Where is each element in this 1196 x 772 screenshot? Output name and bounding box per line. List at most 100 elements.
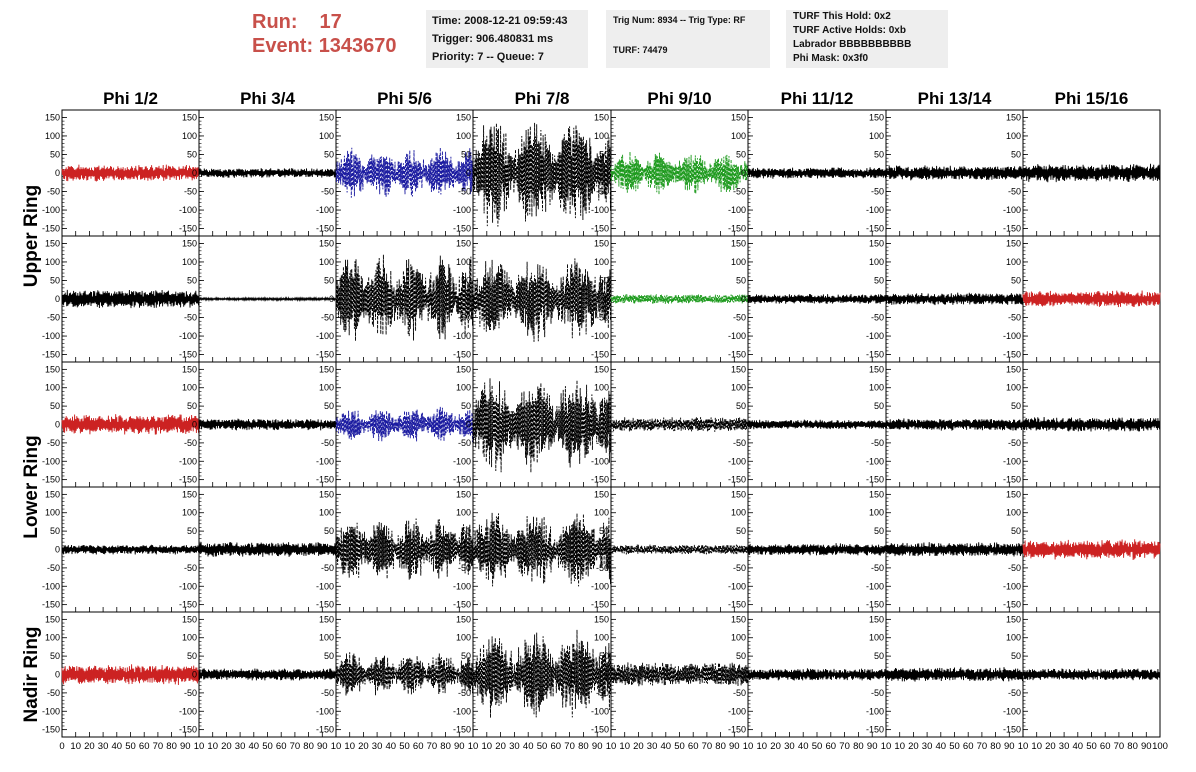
y-tick-label: 150	[45, 112, 60, 122]
column-header: Phi 9/10	[647, 89, 711, 108]
y-tick-label: 50	[874, 401, 884, 411]
x-tick-label: 10	[468, 741, 479, 752]
x-tick-label: 40	[386, 741, 397, 752]
column-header: Phi 7/8	[515, 89, 570, 108]
y-tick-label: 50	[324, 401, 334, 411]
y-tick-label: -150	[866, 725, 884, 735]
y-tick-label: -100	[316, 581, 334, 591]
x-tick-label: 90	[180, 741, 191, 752]
y-tick-label: 50	[461, 401, 471, 411]
y-tick-label: 100	[594, 633, 609, 643]
x-tick-label: 10	[894, 741, 905, 752]
x-tick-label: 80	[715, 741, 726, 752]
x-tick-label: 80	[303, 741, 314, 752]
y-tick-label: 50	[736, 149, 746, 159]
y-tick-label: -150	[728, 475, 746, 485]
waveform-trace	[61, 544, 200, 555]
y-tick-label: -150	[591, 475, 609, 485]
x-tick-label: 10	[619, 741, 630, 752]
y-tick-label: -150	[866, 600, 884, 610]
y-tick-label: -150	[591, 600, 609, 610]
y-tick-label: 50	[187, 275, 197, 285]
y-tick-label: 150	[182, 112, 197, 122]
y-tick-label: 0	[329, 670, 334, 680]
y-tick-label: -100	[591, 205, 609, 215]
y-tick-label: -100	[591, 581, 609, 591]
y-tick-label: -50	[458, 438, 471, 448]
x-tick-label: 10	[331, 741, 342, 752]
y-tick-label: 0	[604, 420, 609, 430]
labrador-text: Labrador BBBBBBBBBB	[793, 39, 912, 50]
waveform-trace	[1022, 539, 1161, 561]
y-tick-label: -100	[591, 331, 609, 341]
y-tick-label: -150	[728, 350, 746, 360]
y-tick-label: 150	[869, 238, 884, 248]
y-tick-label: 50	[1011, 651, 1021, 661]
y-tick-label: 150	[869, 489, 884, 499]
y-tick-label: -100	[866, 581, 884, 591]
y-tick-label: 50	[874, 275, 884, 285]
y-tick-label: -50	[596, 438, 609, 448]
y-tick-label: -50	[47, 563, 60, 573]
y-tick-label: -100	[316, 205, 334, 215]
y-tick-label: -150	[1003, 600, 1021, 610]
y-tick-label: 50	[324, 275, 334, 285]
x-tick-label: 50	[949, 741, 960, 752]
x-tick-label: 80	[166, 741, 177, 752]
y-tick-label: 50	[187, 526, 197, 536]
y-tick-label: -100	[179, 581, 197, 591]
y-tick-label: -150	[42, 224, 60, 234]
x-tick-label: 30	[1059, 741, 1070, 752]
trigger-text: Trigger: 906.480831 ms	[432, 33, 554, 45]
y-tick-label: 100	[45, 633, 60, 643]
y-tick-label: -50	[733, 313, 746, 323]
x-tick-label: 30	[922, 741, 933, 752]
y-tick-label: -150	[42, 725, 60, 735]
y-tick-label: -100	[453, 205, 471, 215]
y-tick-label: -50	[733, 438, 746, 448]
y-tick-label: -100	[1003, 706, 1021, 716]
y-tick-label: 150	[456, 112, 471, 122]
y-tick-label: -50	[47, 438, 60, 448]
x-tick-label: 60	[139, 741, 150, 752]
y-tick-label: 100	[456, 508, 471, 518]
y-tick-label: 150	[45, 489, 60, 499]
y-tick-label: -50	[733, 563, 746, 573]
x-tick-label: 20	[495, 741, 506, 752]
y-tick-label: -100	[728, 581, 746, 591]
y-tick-label: -50	[321, 187, 334, 197]
y-tick-label: -150	[316, 475, 334, 485]
x-tick-label: 60	[1100, 741, 1111, 752]
y-tick-label: 0	[466, 168, 471, 178]
x-tick-label: 50	[125, 741, 136, 752]
x-tick-label: 10	[482, 741, 493, 752]
column-header: Phi 15/16	[1055, 89, 1129, 108]
y-tick-label: 50	[874, 526, 884, 536]
y-tick-label: 100	[869, 257, 884, 267]
y-tick-label: 100	[319, 633, 334, 643]
waveform-trace	[885, 165, 1024, 181]
y-tick-label: 0	[741, 168, 746, 178]
waveform-trace	[198, 418, 337, 431]
waveform-trace	[885, 542, 1024, 557]
y-tick-label: 150	[319, 364, 334, 374]
waveform-trace	[610, 662, 749, 687]
y-tick-label: -150	[728, 224, 746, 234]
y-tick-label: -150	[316, 725, 334, 735]
x-tick-label: 20	[908, 741, 919, 752]
turf-active-holds-text: TURF Active Holds: 0xb	[793, 25, 906, 36]
y-tick-label: -150	[179, 600, 197, 610]
y-tick-label: 50	[50, 275, 60, 285]
y-tick-label: 100	[456, 131, 471, 141]
y-tick-label: -150	[866, 224, 884, 234]
waveform-trace	[198, 168, 337, 178]
y-tick-label: 150	[1006, 238, 1021, 248]
column-header: Phi 13/14	[918, 89, 992, 108]
y-tick-label: 150	[594, 238, 609, 248]
y-tick-label: 100	[45, 131, 60, 141]
waveform-trace	[61, 664, 200, 686]
trigger-info-box: Trig Num: 8934 -- Trig Type: RF TURF: 74…	[606, 10, 770, 68]
waveform-trace	[335, 652, 474, 696]
y-tick-label: 0	[329, 545, 334, 555]
y-tick-label: 150	[182, 489, 197, 499]
